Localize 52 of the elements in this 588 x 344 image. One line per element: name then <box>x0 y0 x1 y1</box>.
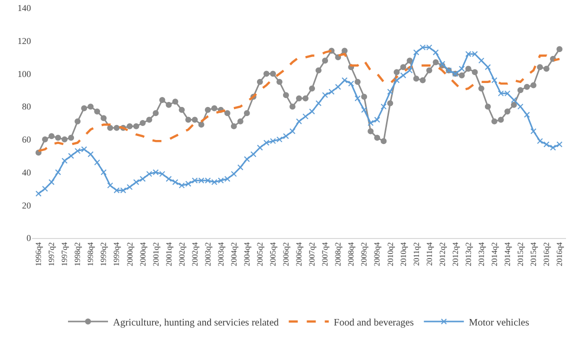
x-tick-label: 2010q4 <box>398 242 408 266</box>
x-tick-label: 2009q2 <box>360 242 369 266</box>
x-tick-label: 2001q4 <box>164 242 174 266</box>
x-tick-label: 2004q2 <box>229 242 238 266</box>
x-tick-label: 1997q4 <box>60 242 70 266</box>
y-tick-label: 40 <box>22 167 32 178</box>
y-tick-label: 120 <box>18 36 32 46</box>
x-tick-label: 2005q4 <box>268 242 278 266</box>
x-tick-label: 2013q2 <box>464 242 473 266</box>
x-tick-label: 2008q2 <box>334 242 343 266</box>
x-tick-label: 2007q2 <box>308 242 317 266</box>
x-tick-label: 1999q2 <box>99 242 108 266</box>
x-tick-label: 1999q4 <box>112 242 122 266</box>
x-tick-label: 1997q2 <box>47 242 56 266</box>
x-tick-label: 2003q2 <box>203 242 212 266</box>
x-tick-label: 2015q4 <box>529 242 538 266</box>
y-tick-label: 100 <box>18 68 32 79</box>
x-tick-label: 2005q2 <box>256 242 265 266</box>
x-tick-label: 2013q4 <box>476 242 486 266</box>
x-tick-label: 2011q2 <box>412 242 421 266</box>
x-tick-label: 2014q4 <box>502 242 512 266</box>
x-tick-label: 2007q4 <box>320 242 330 266</box>
x-tick-label: 2015q2 <box>516 242 526 266</box>
y-tick-label: 80 <box>22 102 32 112</box>
legend-label: Food and beverages <box>334 317 414 328</box>
x-tick-label: 2011q4 <box>424 242 434 266</box>
x-tick-label: 1998q2 <box>73 242 82 266</box>
x-tick-label: 2012q4 <box>450 242 460 266</box>
x-tick-label: 2014q2 <box>490 242 499 266</box>
x-tick-label: 2000q4 <box>138 242 148 266</box>
x-tick-label: 2004q4 <box>242 242 252 266</box>
y-tick-label: 0 <box>26 233 32 244</box>
legend-label: Agriculture, hunting and servicies related <box>113 317 279 328</box>
x-tick-label: 2002q2 <box>177 242 186 266</box>
x-tick-label: 2016q2 <box>542 242 552 266</box>
x-tick-label: 2012q2 <box>438 242 447 266</box>
legend-label: Motor vehicles <box>468 317 530 328</box>
x-tick-label: 2006q2 <box>282 242 291 266</box>
x-tick-label: 2016q4 <box>555 242 564 266</box>
x-tick-label: 2006q4 <box>294 242 304 266</box>
y-tick-label: 140 <box>18 3 32 14</box>
x-tick-label: 2010q2 <box>386 242 395 266</box>
x-tick-label: 2008q4 <box>346 242 356 266</box>
x-tick-label: 2000q2 <box>125 242 134 266</box>
y-tick-label: 60 <box>22 134 32 145</box>
x-tick-label: 2001q2 <box>151 242 160 266</box>
x-tick-label: 2009q4 <box>372 242 382 266</box>
x-tick-label: 2002q4 <box>190 242 200 266</box>
x-tick-label: 2003q4 <box>216 242 226 266</box>
y-tick-label: 20 <box>22 200 32 210</box>
x-tick-label: 1998q4 <box>86 242 96 266</box>
x-tick-label: 1996q4 <box>34 242 44 266</box>
